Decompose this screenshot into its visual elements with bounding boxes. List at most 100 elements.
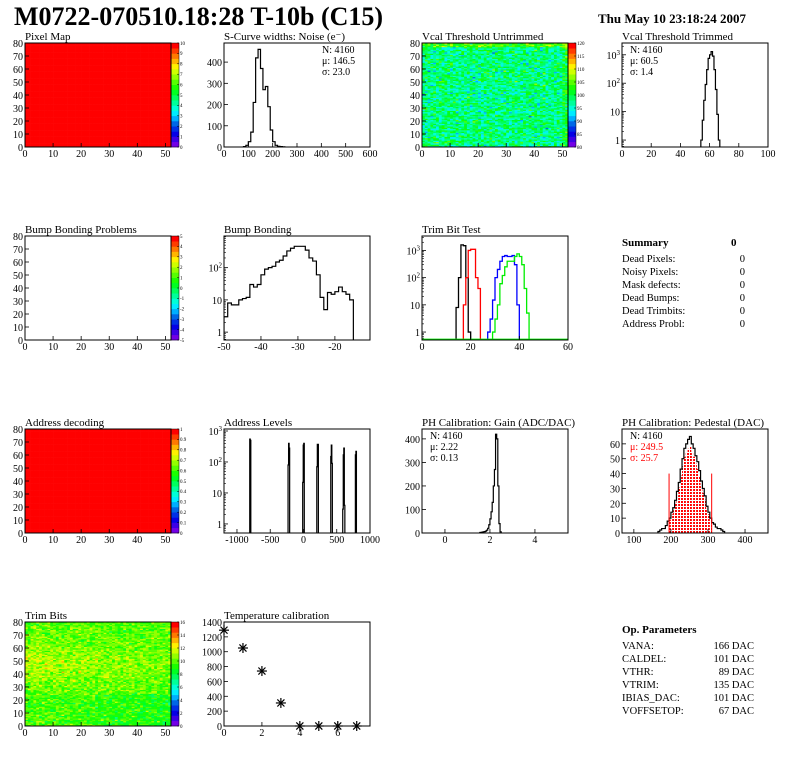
heatmap-cell (47, 87, 51, 89)
heatmap-cell (131, 52, 135, 54)
heatmap-cell (89, 114, 93, 117)
heatmap-cell (86, 82, 90, 84)
heatmap-cell (145, 80, 149, 83)
heatmap-cell (137, 109, 141, 111)
heatmap-cell (134, 104, 138, 106)
heatmap-cell (123, 123, 127, 126)
heatmap-cell (100, 80, 104, 83)
heatmap-cell (117, 124, 121, 127)
heatmap-cell (140, 53, 144, 55)
heatmap-cell (159, 108, 163, 110)
heatmap-cell (89, 57, 93, 59)
heatmap-cell (112, 100, 116, 102)
heatmap-cell (53, 93, 57, 96)
heatmap-cell (112, 92, 116, 94)
heatmap-cell (424, 114, 428, 117)
heatmap-cell (162, 70, 166, 72)
heatmap-cell (120, 91, 124, 93)
heatmap-cell (148, 131, 152, 133)
heatmap-cell (151, 54, 155, 57)
heatmap-cell (424, 45, 428, 48)
heatmap-cell (64, 50, 68, 53)
heatmap-cell (441, 93, 445, 96)
heatmap-cell (33, 118, 37, 120)
heatmap-cell (168, 82, 171, 84)
heatmap-cell (441, 48, 445, 50)
heatmap-cell (109, 130, 113, 132)
heatmap-cell (148, 93, 152, 96)
heatmap-cell (422, 134, 426, 136)
heatmap-cell (433, 82, 437, 84)
heatmap-cell (55, 56, 59, 58)
heatmap-cell (89, 131, 93, 133)
heatmap-cell (83, 128, 88, 131)
heatmap-cell (100, 69, 104, 71)
heatmap-cell (154, 46, 158, 49)
heatmap-cell (148, 109, 152, 111)
heatmap-cell (134, 45, 138, 48)
heatmap-cell (89, 95, 93, 97)
heatmap-cell (151, 49, 155, 52)
heatmap-cell (58, 118, 62, 120)
heatmap-cell (86, 58, 90, 61)
heatmap-cell (441, 69, 445, 71)
heatmap-cell (75, 72, 79, 75)
heatmap-cell (64, 109, 68, 111)
heatmap-cell (140, 65, 144, 67)
heatmap-cell (44, 43, 48, 45)
heatmap-cell (69, 98, 74, 101)
heatmap-cell (27, 44, 31, 46)
heatmap-cell (67, 105, 71, 107)
heatmap-cell (126, 134, 130, 136)
heatmap-cell (165, 111, 169, 114)
heatmap-cell (148, 100, 152, 102)
heatmap-cell (83, 127, 88, 130)
heatmap-cell (72, 87, 76, 89)
heatmap-cell (53, 109, 57, 111)
heatmap-cell (36, 93, 40, 96)
heatmap-cell (75, 96, 79, 98)
heatmap-cell (75, 61, 79, 63)
heatmap-cell (81, 132, 85, 135)
heatmap-cell (41, 78, 45, 80)
heatmap-cell (103, 105, 107, 107)
heatmap-cell (145, 88, 149, 91)
heatmap-cell (120, 87, 124, 89)
heatmap-cell (165, 57, 169, 59)
heatmap-cell (58, 59, 62, 62)
heatmap-cell (444, 88, 448, 91)
heatmap-cell (100, 122, 104, 124)
heatmap-cell (444, 123, 448, 126)
heatmap-cell (39, 115, 43, 118)
heatmap-cell (27, 114, 31, 117)
heatmap-cell (30, 58, 34, 61)
heatmap-cell (81, 135, 85, 137)
heatmap-cell (50, 144, 54, 146)
heatmap-cell (424, 144, 428, 146)
heatmap-cell (126, 145, 130, 147)
heatmap-cell (103, 134, 107, 136)
heatmap-cell (89, 100, 93, 102)
heatmap-cell (25, 66, 29, 68)
heatmap-cell (134, 135, 138, 137)
heatmap-cell (95, 50, 99, 53)
heatmap-cell (436, 119, 440, 122)
heatmap-cell (106, 122, 110, 124)
palette-tick-label: 1 (180, 135, 183, 140)
heatmap-cell (41, 93, 45, 96)
heatmap-cell (33, 80, 37, 83)
heatmap-cell (64, 104, 68, 106)
heatmap-cell (109, 114, 113, 117)
heatmap-cell (159, 61, 163, 63)
heatmap-cell (75, 117, 79, 119)
heatmap-cell (61, 71, 65, 74)
heatmap-cell (436, 43, 440, 45)
heatmap-cell (69, 124, 74, 127)
heatmap-cell (72, 76, 76, 79)
heatmap-cell (430, 121, 434, 123)
heatmap-cell (159, 119, 163, 122)
heatmap-cell (142, 145, 147, 147)
heatmap-cell (120, 49, 124, 52)
heatmap-cell (61, 92, 65, 94)
heatmap-cell (140, 79, 144, 81)
